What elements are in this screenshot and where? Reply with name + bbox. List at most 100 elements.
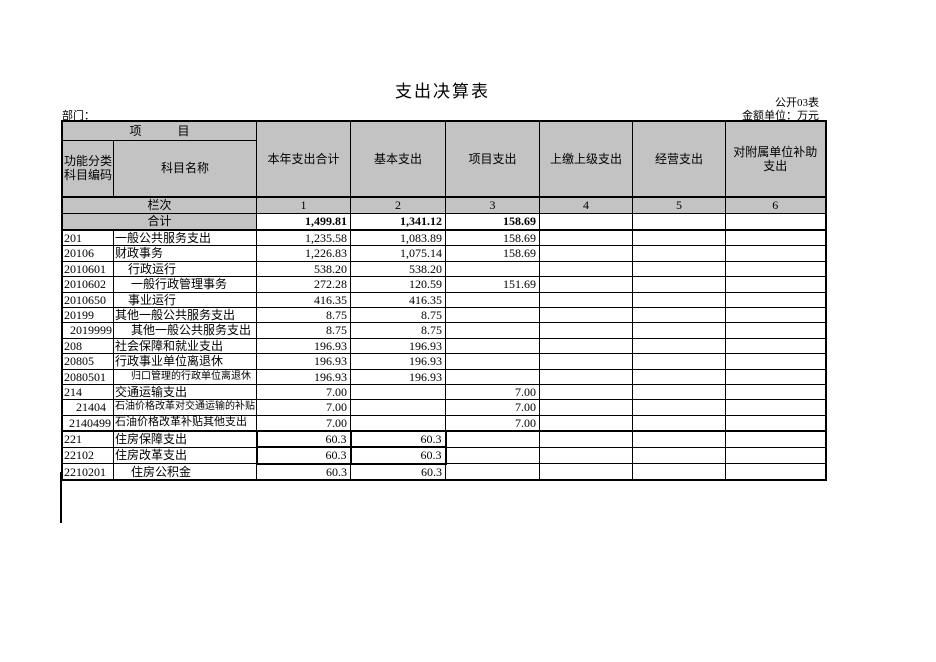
row-value <box>725 306 826 324</box>
row-value <box>539 276 633 293</box>
row-value <box>725 383 826 401</box>
row-value <box>539 291 633 308</box>
amount-unit-label: 金额单位：万元 <box>742 110 819 122</box>
row-name: 石油价格改革补贴其他支出 <box>113 414 257 432</box>
total-value: 158.69 <box>445 212 540 231</box>
row-value <box>725 291 826 308</box>
row-value: 196.93 <box>256 337 351 355</box>
col-header-subsidy: 对附属单位补助支出 <box>725 120 826 198</box>
lanci-label: 栏次 <box>61 196 257 214</box>
row-value <box>725 399 826 416</box>
table-row: 22102 住房改革支出 60.3 60.3 <box>61 446 826 465</box>
row-code: 21404 <box>61 399 114 416</box>
row-value <box>632 260 726 278</box>
row-value <box>725 414 826 432</box>
row-code: 2080501 <box>61 368 114 385</box>
row-value <box>632 245 726 262</box>
project-header: 项 目 <box>61 120 257 141</box>
table-row: 214 交通运输支出 7.00 7.00 <box>61 383 826 401</box>
row-name: 财政事务 <box>113 245 257 262</box>
row-value: 8.75 <box>256 306 351 324</box>
total-value <box>539 212 633 231</box>
row-value: 538.20 <box>350 260 446 278</box>
row-value <box>632 383 726 401</box>
row-value: 60.3 <box>255 446 352 465</box>
row-name: 社会保障和就业支出 <box>113 337 257 355</box>
row-value <box>445 291 540 308</box>
row-value: 1,235.58 <box>256 229 351 247</box>
row-value <box>539 414 633 432</box>
row-value <box>632 414 726 432</box>
table-row: 2210201 住房公积金 60.3 60.3 <box>61 463 826 481</box>
table-row: 221 住房保障支出 60.3 60.3 <box>61 430 826 449</box>
row-name: 其他一般公共服务支出 <box>113 306 257 324</box>
row-code: 221 <box>61 430 114 448</box>
row-code: 2140499 <box>61 414 114 432</box>
row-code: 2010601 <box>61 260 114 278</box>
table-row: 20805 行政事业单位离退休 196.93 196.93 <box>61 353 826 370</box>
row-value <box>539 229 633 247</box>
lanci-number: 3 <box>445 196 540 214</box>
total-value: 1,499.81 <box>256 212 351 231</box>
row-value <box>445 353 540 370</box>
row-value <box>632 306 726 324</box>
lanci-number: 6 <box>725 196 826 214</box>
page-title: 支出决算表 <box>395 82 490 101</box>
lanci-number: 1 <box>256 196 351 214</box>
row-value <box>539 430 633 448</box>
row-value <box>725 229 826 247</box>
row-code: 22102 <box>61 446 114 465</box>
row-name: 住房保障支出 <box>113 430 257 448</box>
row-value: 120.59 <box>350 276 446 293</box>
row-value <box>725 463 826 481</box>
row-name: 住房改革支出 <box>113 446 257 465</box>
row-value: 7.00 <box>445 399 540 416</box>
row-value: 60.3 <box>349 446 447 465</box>
row-value <box>350 399 446 416</box>
total-value <box>725 212 826 231</box>
row-value <box>632 337 726 355</box>
table-row: 2080501 归口管理的行政单位离退休 196.93 196.93 <box>61 368 826 385</box>
row-value: 416.35 <box>256 291 351 308</box>
table-row: 2010602 一般行政管理事务 272.28 120.59 151.69 <box>61 276 826 293</box>
row-value <box>350 414 446 432</box>
row-value <box>445 337 540 355</box>
total-value: 1,341.12 <box>350 212 446 231</box>
table-row: 21404 石油价格改革对交通运输的补贴 7.00 7.00 <box>61 399 826 416</box>
row-value: 8.75 <box>350 306 446 324</box>
row-value: 196.93 <box>350 337 446 355</box>
lanci-number: 5 <box>632 196 726 214</box>
table-row: 208 社会保障和就业支出 196.93 196.93 <box>61 337 826 355</box>
row-value <box>632 291 726 308</box>
row-value <box>539 353 633 370</box>
row-name: 其他一般公共服务支出 <box>113 322 257 339</box>
table-row: 2010650 事业运行 416.35 416.35 <box>61 291 826 308</box>
row-code: 201 <box>61 229 114 247</box>
row-value: 60.3 <box>256 463 351 481</box>
row-code: 2210201 <box>61 463 114 481</box>
row-code: 208 <box>61 337 114 355</box>
row-value: 196.93 <box>256 353 351 370</box>
table-body: 栏次 1 2 3 4 5 6 合计 1,499.81 1,341.12 158.… <box>61 196 826 481</box>
row-value <box>632 322 726 339</box>
row-value: 1,083.89 <box>350 229 446 247</box>
table-row: 2019999 其他一般公共服务支出 8.75 8.75 <box>61 322 826 339</box>
row-value <box>539 368 633 385</box>
col-header-name: 科目名称 <box>113 139 257 198</box>
column-index-row: 栏次 1 2 3 4 5 6 <box>61 196 826 214</box>
row-value <box>725 337 826 355</box>
row-value <box>350 383 446 401</box>
total-label: 合计 <box>61 212 257 231</box>
table-row: 20199 其他一般公共服务支出 8.75 8.75 <box>61 306 826 324</box>
col-header-operating: 经营支出 <box>632 120 726 198</box>
row-value <box>725 353 826 370</box>
expenditure-table: 项 目 本年支出合计 基本支出 项目支出 上缴上级支出 经营支出 对附属单位补助… <box>61 120 827 482</box>
row-value <box>445 322 540 339</box>
table-row: 201 一般公共服务支出 1,235.58 1,083.89 158.69 <box>61 229 826 247</box>
row-value <box>632 446 726 465</box>
row-value: 7.00 <box>256 383 351 401</box>
row-value <box>539 260 633 278</box>
row-value: 196.93 <box>350 353 446 370</box>
lanci-number: 4 <box>539 196 633 214</box>
